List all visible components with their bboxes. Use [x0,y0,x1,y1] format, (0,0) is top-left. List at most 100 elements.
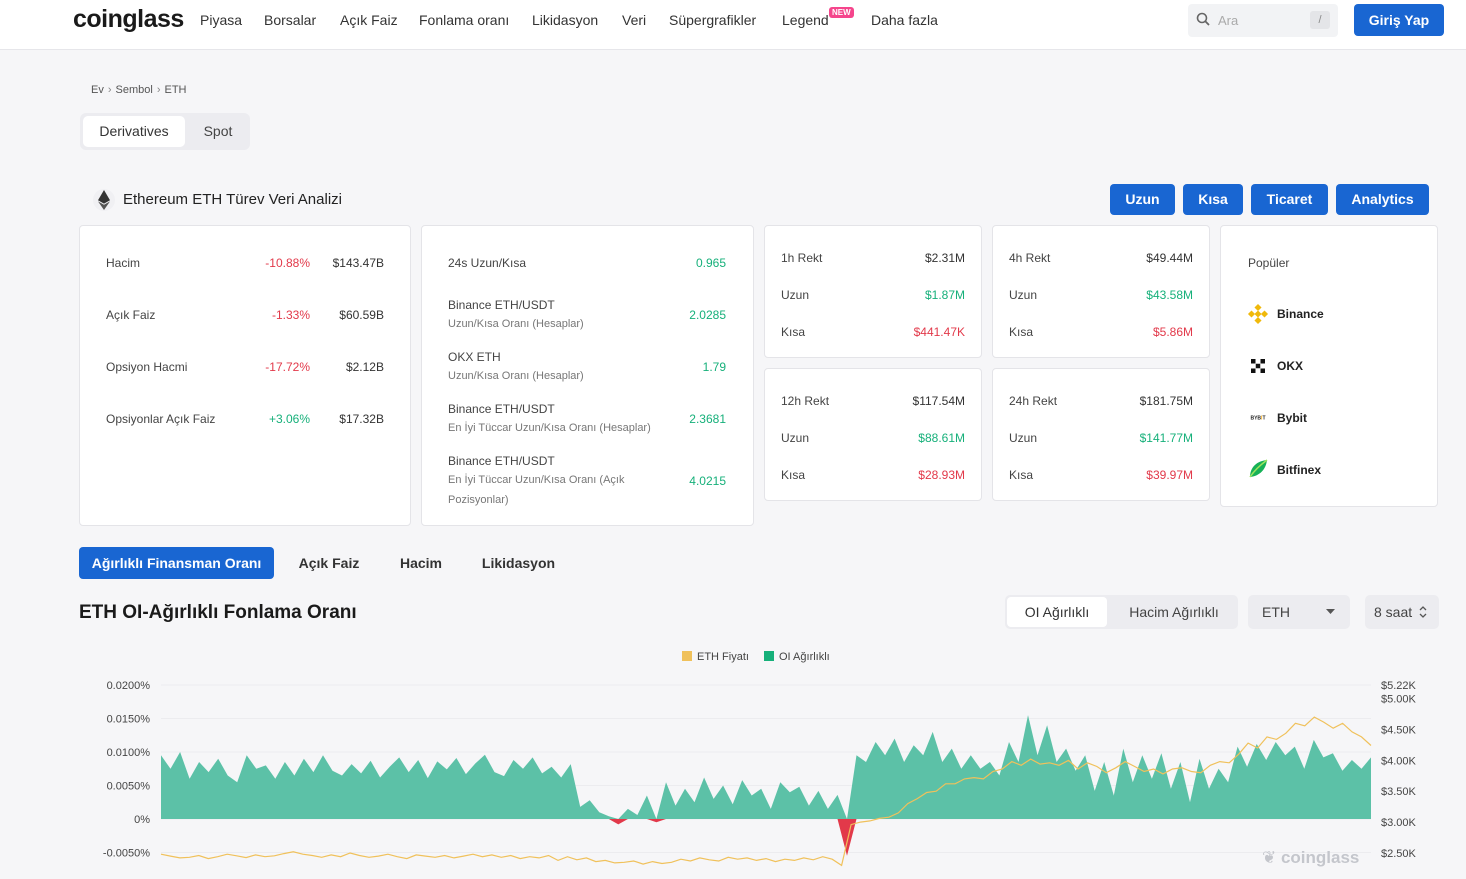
ratio-title: Binance ETH/USDT [448,298,555,312]
nav-item-veri[interactable]: Veri [622,12,647,28]
oi-weighted-area-positive [161,715,1371,819]
rekt-long-value: $88.61M [918,431,965,445]
tab-derivatives[interactable]: Derivatives [83,116,185,147]
interval-select[interactable]: 8 saat [1365,595,1439,629]
interval-select-value: 8 saat [1374,604,1413,620]
market-type-tabs: Derivatives Spot [80,113,250,150]
coinglass-logo[interactable]: coinglass [73,5,184,33]
overview-change: -1.33% [271,308,310,322]
exchange-bitfinex[interactable]: Bitfinex [1277,463,1322,477]
legend-oi-weighted[interactable]: OI Ağırlıklı [764,651,830,663]
y-left-tick-label: 0.0100% [107,747,151,759]
rekt-long-value: $43.58M [1146,288,1193,302]
rekt-long-label: Uzun [1009,288,1038,302]
ratio-value: 2.3681 [689,412,726,426]
legend-swatch [764,651,774,661]
popular-title: Popüler [1248,256,1290,270]
legend-swatch [682,651,692,661]
ratio-subtitle: En İyi Tüccar Uzun/Kısa Oranı (Hesaplar) [448,422,651,434]
y-right-tick-label: $4.50K [1381,724,1417,736]
tab-open-interest[interactable]: Açık Faiz [298,555,360,571]
overview-value: $2.12B [345,360,384,374]
rekt-title: 12h Rekt [781,394,830,408]
y-right-tick-label: $5.00K [1381,694,1417,706]
popular-exchanges-card: Popüler Binance OKX BYBIT Bybit Bitfinex [1220,225,1438,507]
breadcrumb-separator: › [107,84,112,96]
rekt-short-value: $39.97M [1146,468,1193,482]
rekt-long-value: $1.87M [924,288,965,302]
eth-price-line [160,716,1372,867]
nav-item-borsalar[interactable]: Borsalar [264,12,317,28]
rekt-long-label: Uzun [781,288,810,302]
binance-icon [1247,303,1269,325]
exchange-okx[interactable]: OKX [1277,359,1304,373]
exchange-bybit[interactable]: Bybit [1277,411,1307,425]
nav-item-supergrafikler[interactable]: Süpergrafikler [669,12,757,28]
nav-item-piyasa[interactable]: Piyasa [200,12,243,28]
rekt-short-label: Kısa [781,468,806,482]
tab-weighted-funding-rate[interactable]: Ağırlıklı Finansman Oranı [79,547,274,579]
nav-item-legend[interactable]: Legend [782,12,829,28]
rekt-long-value: $141.77M [1139,431,1193,445]
bybit-icon: BYBIT [1248,416,1268,422]
overview-value: $60.59B [339,308,384,322]
rekt-short-value: $5.86M [1152,325,1193,339]
section-title: ETH OI-Ağırlıklı Fonlama Oranı [79,602,357,623]
overview-change: +3.06% [268,412,310,426]
svg-text:BYBIT: BYBIT [1250,416,1265,422]
rekt-card-4h: 4h Rekt $49.44M Uzun $43.58M Kısa $5.86M [992,225,1210,358]
y-right-tick-label: $5.22K [1381,680,1417,692]
overview-change: -10.88% [265,256,310,270]
ratio-value: 4.0215 [689,474,726,488]
breadcrumb-symbol[interactable]: Sembol [115,84,153,96]
rekt-title: 24h Rekt [1009,394,1058,408]
tab-volume[interactable]: Hacim [399,555,443,571]
ratio-title: 24s Uzun/Kısa [448,256,527,270]
nav-item-daha-fazla[interactable]: Daha fazla [871,12,938,28]
nav-item-acik-faiz[interactable]: Açık Faiz [340,12,398,28]
oi-weighted-option[interactable]: OI Ağırlıklı [1007,597,1107,627]
funding-rate-chart[interactable]: 0.0200% 0.0150% 0.0100% 0.0050% 0% -0.0050% $5… [0,670,1466,879]
tab-liquidation[interactable]: Likidasyon [481,555,556,571]
legend-eth-price[interactable]: ETH Fiyatı [682,651,749,663]
search-input[interactable]: Ara / [1188,4,1338,37]
rekt-card-1h: 1h Rekt $2.31M Uzun $1.87M Kısa $441.47K [764,225,982,358]
exchange-binance[interactable]: Binance [1277,307,1324,321]
breadcrumb-separator: › [156,84,161,96]
watermark-logo-icon: ❦ [1262,848,1281,867]
long-button[interactable]: Uzun [1110,184,1175,215]
y-left-tick-label: 0% [134,814,150,826]
y-right-tick-label: $3.50K [1381,786,1417,798]
ratio-title: Binance ETH/USDT [448,402,555,416]
breadcrumb: Ev › Sembol › ETH [91,84,186,96]
chevron-down-icon [1326,609,1335,614]
search-placeholder: Ara [1218,13,1239,28]
coin-select[interactable]: ETH [1248,595,1350,629]
analytics-button[interactable]: Analytics [1336,184,1429,215]
nav-item-fonlama-orani[interactable]: Fonlama oranı [419,12,510,28]
ratio-value: 2.0285 [689,308,726,322]
rekt-total: $2.31M [924,251,965,265]
overview-change: -17.72% [265,360,310,374]
tab-spot[interactable]: Spot [203,123,233,139]
y-left-tick-label: 0.0050% [107,781,151,793]
rekt-short-label: Kısa [1009,468,1034,482]
rekt-short-label: Kısa [781,325,806,339]
volume-weighted-option[interactable]: Hacim Ağırlıklı [1129,604,1219,620]
trade-button[interactable]: Ticaret [1251,184,1328,215]
breadcrumb-home[interactable]: Ev [91,84,104,96]
coin-select-value: ETH [1262,604,1290,620]
y-left-tick-label: 0.0200% [107,680,151,692]
rekt-short-label: Kısa [1009,325,1034,339]
rekt-long-label: Uzun [781,431,810,445]
long-short-ratio-card: 24s Uzun/Kısa 0.965 Binance ETH/USDT Uzu… [421,225,754,526]
ethereum-icon [93,189,115,211]
y-left-tick-label: 0.0150% [107,714,151,726]
nav-item-likidasyon[interactable]: Likidasyon [532,12,599,28]
rekt-title: 1h Rekt [781,251,823,265]
bitfinex-icon [1249,459,1268,478]
rekt-card-24h: 24h Rekt $181.75M Uzun $141.77M Kısa $39… [992,368,1210,501]
short-button[interactable]: Kısa [1183,184,1243,215]
ratio-title: OKX ETH [448,350,501,364]
login-button[interactable]: Giriş Yap [1354,4,1444,36]
